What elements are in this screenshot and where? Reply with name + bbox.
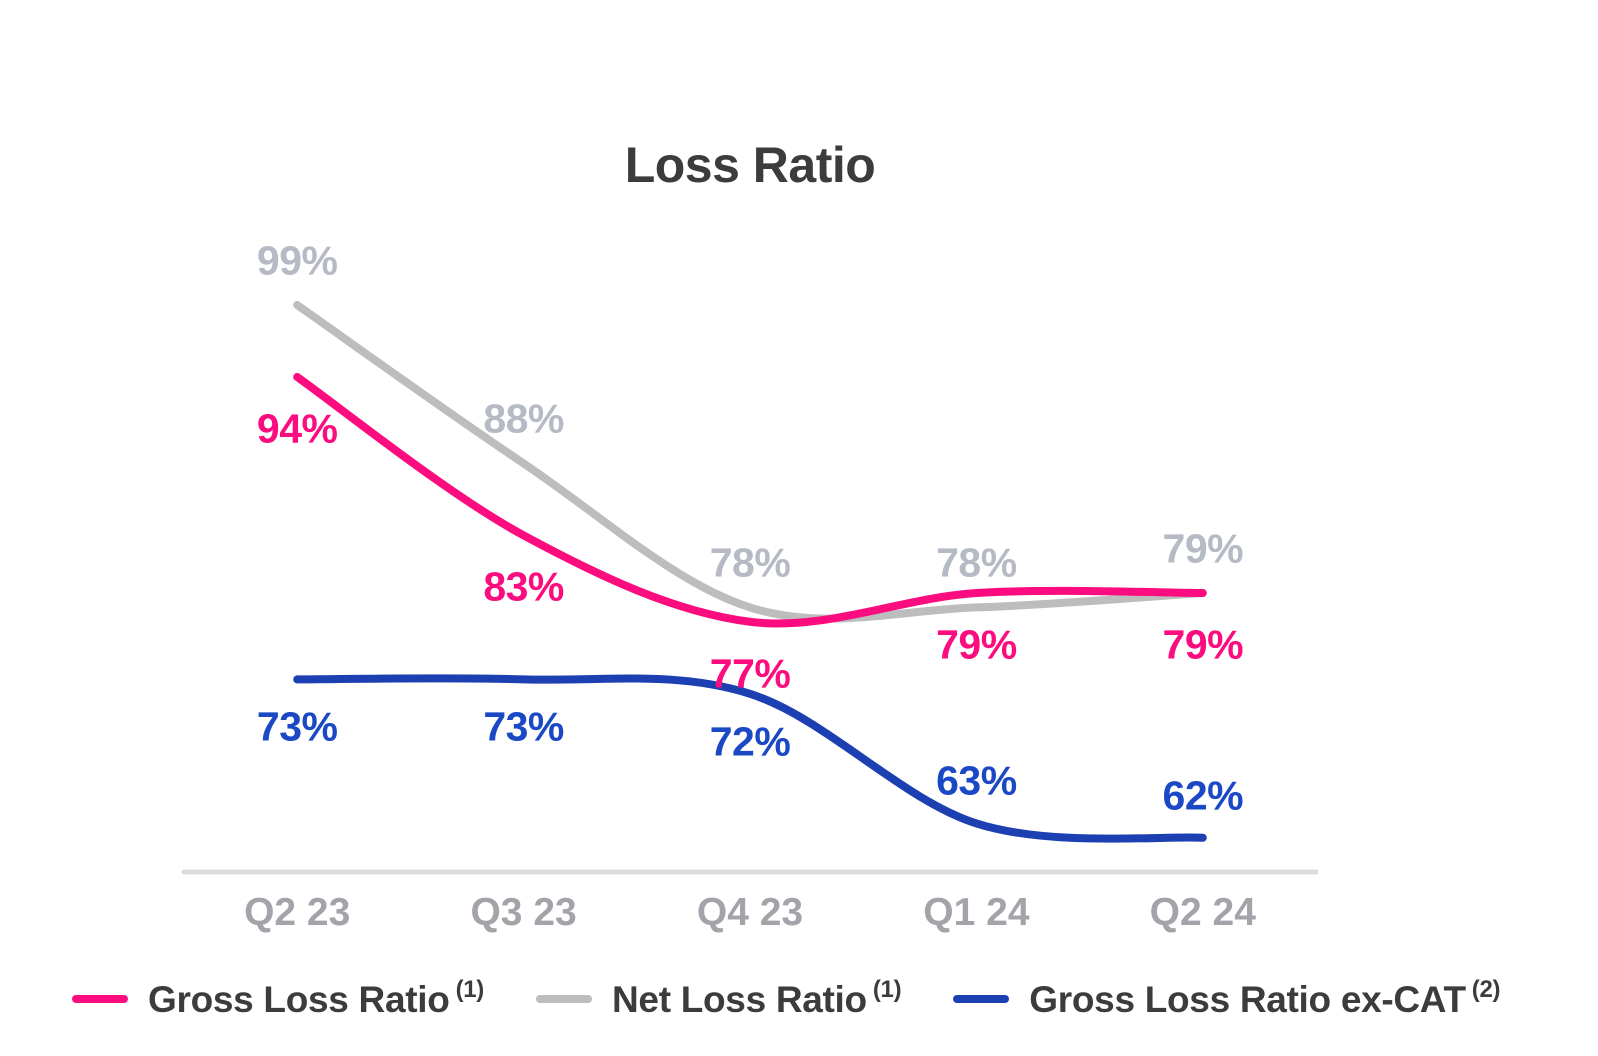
gross-loss-ratio-value-label: 77% (709, 650, 791, 697)
footnote-marker: (1) (872, 976, 902, 1003)
gross-loss-ratio-ex-cat-value-label: 72% (709, 718, 791, 765)
x-axis-label-q4-23: Q4 23 (696, 891, 804, 934)
footnote-marker: (1) (455, 976, 485, 1003)
legend: Gross Loss Ratio (1) Net Loss Ratio (1) Gr… (72, 976, 1501, 1021)
gross-loss-ratio-value-label: 79% (936, 621, 1017, 668)
net-loss-ratio-value-label: 79% (1162, 525, 1244, 572)
legend-label: Gross Loss Ratio ex-CAT (2) (1029, 976, 1501, 1020)
net-loss-ratio-value-label: 88% (483, 395, 564, 442)
legend-label: Gross Loss Ratio (1) (148, 976, 485, 1020)
gross-loss-ratio-value-label: 79% (1162, 621, 1244, 668)
gross-loss-ratio-value-label: 83% (483, 563, 564, 610)
gross-loss-ratio-ex-cat-line (293, 674, 1207, 843)
x-axis-label-q1-24: Q1 24 (923, 891, 1030, 934)
gross-loss-ratio-ex-cat-value-label: 62% (1162, 772, 1244, 819)
gross-loss-ratio-value-label: 94% (256, 405, 338, 452)
legend-label: Net Loss Ratio (1) (612, 976, 902, 1020)
x-axis-label-q2-23: Q2 23 (244, 891, 351, 934)
x-axis-label-q3-23: Q3 23 (470, 891, 577, 934)
x-axis-label-q2-24: Q2 24 (1149, 891, 1256, 934)
gross-loss-ratio-ex-cat-swatch (953, 994, 1010, 1003)
net-loss-ratio-value-label: 99% (256, 237, 338, 284)
legend-item-gross-loss-ratio-ex-cat: Gross Loss Ratio ex-CAT (2) (953, 976, 1501, 1021)
gross-loss-ratio-line (293, 373, 1207, 628)
gross-loss-ratio-ex-cat-value-label: 73% (483, 703, 564, 750)
chart-title: Loss Ratio (624, 137, 876, 193)
gross-loss-ratio-swatch (72, 994, 128, 1003)
gross-loss-ratio-ex-cat-value-label: 73% (256, 703, 338, 750)
net-loss-ratio-value-label: 78% (709, 539, 791, 586)
net-loss-ratio-swatch (536, 994, 592, 1003)
legend-item-gross-loss-ratio: Gross Loss Ratio (1) (72, 976, 484, 1021)
net-loss-ratio-value-label: 78% (936, 539, 1017, 586)
footnote-marker: (2) (1471, 976, 1501, 1003)
gross-loss-ratio-ex-cat-value-label: 63% (936, 757, 1017, 804)
net-loss-ratio-line (293, 301, 1207, 623)
legend-item-net-loss-ratio: Net Loss Ratio (1) (536, 976, 902, 1021)
